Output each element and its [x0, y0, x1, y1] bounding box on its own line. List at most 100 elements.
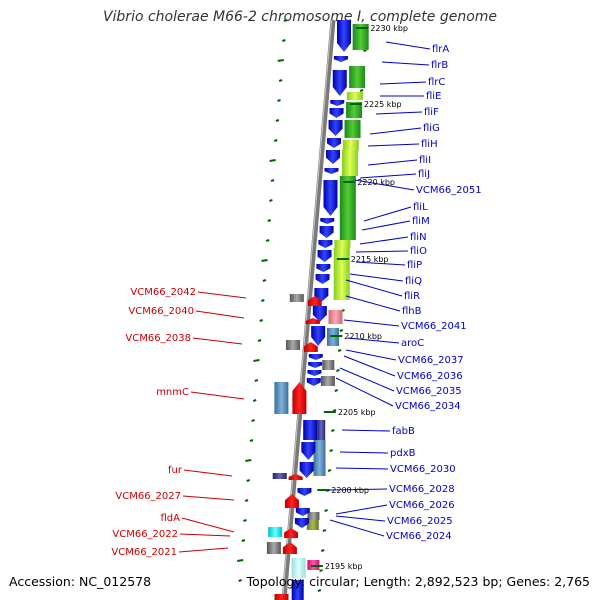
label-leader	[182, 495, 235, 501]
gene-label: VCM66_2026	[389, 500, 455, 511]
gene-outer	[334, 240, 351, 248]
tick-label: 2210 kbp	[344, 332, 382, 341]
tick-label: 2200 kbp	[331, 486, 369, 495]
gene-label: VCM66_2037	[398, 355, 464, 366]
ring-dash	[265, 239, 270, 242]
ring-dash	[283, 19, 288, 22]
gene-reverse	[303, 342, 318, 352]
gene-forward	[308, 354, 323, 360]
label-leader	[359, 173, 417, 179]
ring-dash	[322, 529, 327, 532]
gene-reverse	[274, 594, 289, 600]
gene-label: fliH	[421, 139, 438, 150]
ring-dash	[324, 509, 328, 512]
label-leader	[355, 250, 409, 253]
tick-label: 2230 kbp	[370, 24, 408, 33]
label-leader	[335, 504, 388, 515]
gene-label: VCM66_2025	[387, 516, 453, 527]
label-leader	[335, 377, 394, 407]
gene-label: fliG	[423, 123, 440, 134]
ring-dash	[327, 469, 332, 472]
label-leader	[354, 179, 415, 191]
ring-dash	[336, 369, 340, 372]
gene-forward	[324, 168, 339, 174]
gene-label: flrC	[428, 77, 445, 88]
label-leader	[345, 349, 397, 361]
gene-reverse	[307, 296, 322, 306]
accession-text: Accession: NC_012578	[9, 574, 152, 589]
map-title: Vibrio cholerae M66-2 chromosome I, comp…	[102, 9, 498, 25]
ring-dash	[245, 459, 252, 462]
gene-label: VCM66_2022	[112, 529, 178, 540]
gene-forward	[303, 420, 318, 440]
gene-label: VCM66_2030	[390, 464, 456, 475]
ring-dash	[339, 329, 344, 332]
gene-forward	[333, 56, 348, 62]
gene-label: VCM66_2041	[401, 321, 467, 332]
gene-label: VCM66_2028	[389, 484, 455, 495]
gene-reverse	[266, 542, 281, 554]
label-leader	[343, 319, 400, 327]
label-leader	[369, 127, 422, 135]
gene-label: flrB	[431, 60, 448, 71]
tick-label: 2225 kbp	[364, 100, 402, 109]
label-leader	[361, 220, 411, 231]
label-leader	[375, 111, 423, 115]
gene-forward	[295, 508, 310, 516]
gene-outer	[328, 310, 343, 324]
gene-track-outer	[306, 24, 369, 570]
ring-dash	[243, 519, 247, 522]
gene-label: fldA	[161, 513, 181, 524]
label-leader	[178, 547, 229, 553]
gene-label: mnmC	[156, 387, 189, 398]
gene-forward	[319, 226, 334, 238]
ring-dash	[334, 389, 339, 392]
gene-forward	[306, 378, 321, 386]
label-leader	[327, 488, 388, 491]
right-gene-labels: flrA flrB flrC fliE fliF fliG fliH fliI fliJ VCM6…	[327, 41, 482, 542]
gene-forward	[318, 240, 333, 248]
ring-dash	[319, 569, 323, 572]
ring-dash	[317, 589, 322, 592]
gene-outer	[346, 92, 363, 100]
gene-reverse	[288, 474, 303, 480]
label-leader	[385, 41, 431, 50]
gene-reverse	[274, 382, 289, 414]
ring-dash	[269, 159, 276, 162]
gene-label: flrA	[432, 44, 449, 55]
ring-dash	[329, 449, 333, 452]
tick-label: 2220 kbp	[357, 178, 395, 187]
gene-forward	[294, 518, 309, 528]
label-leader	[179, 533, 231, 537]
gene-label: fliO	[410, 246, 427, 257]
ring-dash	[257, 339, 262, 342]
gene-forward	[317, 250, 332, 262]
gene-track-inner	[291, 20, 351, 600]
gene-outer	[313, 440, 326, 476]
gene-label: aroC	[401, 338, 424, 349]
label-leader	[339, 451, 389, 454]
ring-dash	[273, 139, 278, 142]
ring-dash	[270, 179, 275, 182]
gene-outer	[317, 420, 326, 440]
ring-dash	[253, 359, 260, 362]
gene-label: VCM66_2035	[396, 386, 462, 397]
ring-dash	[237, 559, 244, 562]
gene-outer	[342, 150, 359, 176]
ring-dash	[363, 49, 367, 52]
gene-label: fliN	[410, 232, 427, 243]
gene-forward	[328, 120, 343, 136]
gene-reverse	[284, 494, 299, 508]
tick-label: 2205 kbp	[338, 408, 376, 417]
gene-forward	[326, 150, 341, 164]
gene-reverse	[289, 294, 304, 302]
label-leader	[381, 61, 430, 66]
ring-dash	[238, 579, 242, 582]
gene-label: fliE	[426, 91, 441, 102]
gene-forward	[315, 274, 330, 284]
ring-dash	[251, 419, 255, 422]
gene-outer	[306, 520, 319, 530]
label-leader	[195, 310, 245, 319]
gene-forward	[299, 462, 314, 478]
gene-reverse	[285, 340, 300, 350]
